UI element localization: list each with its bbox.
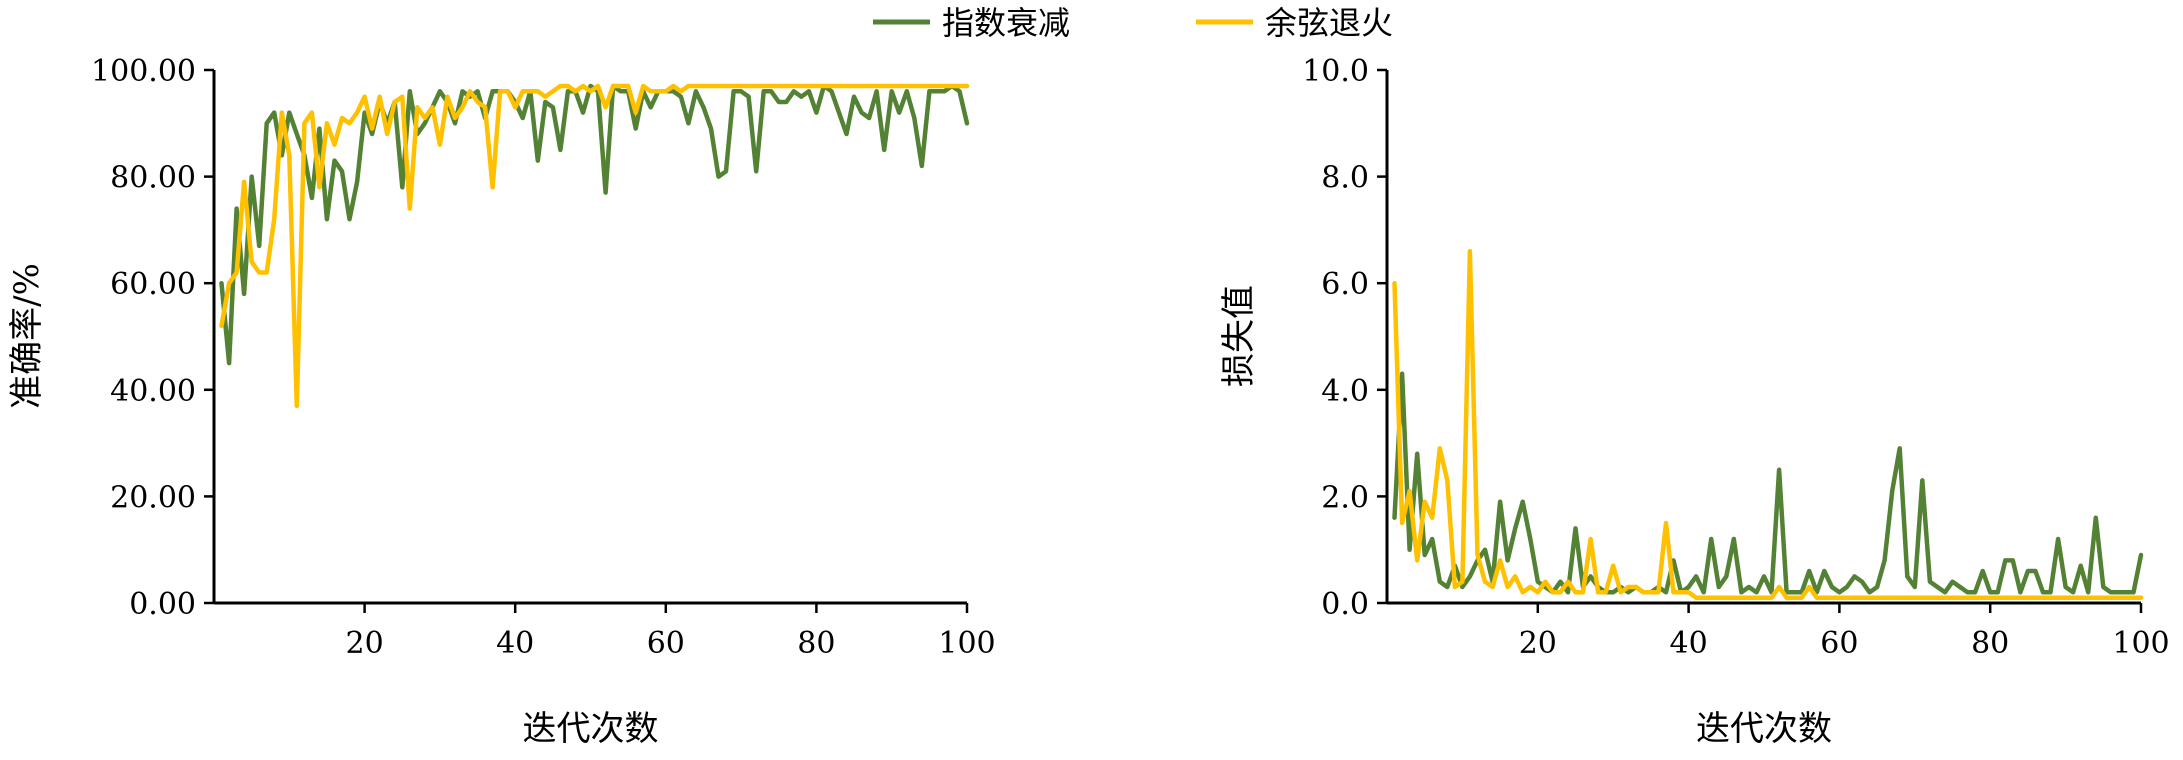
acc-series-line-exp-decay — [219, 83, 970, 366]
acc-xtick-label: 80 — [797, 626, 835, 661]
acc-xtick-label: 100 — [938, 626, 995, 661]
loss-y-axis-title: 损失值 — [1219, 285, 1259, 387]
acc-ytick-label: 0.00 — [129, 587, 196, 622]
loss-chart: 0.0 2.0 4.0 6.0 8.0 10.0 20 40 60 80 100 迭代次数 损失值 — [1219, 54, 2170, 749]
legend-label-exp: 指数衰减 — [942, 4, 1070, 42]
loss-xtick-label: 60 — [1820, 626, 1858, 661]
loss-ytick-label: 8.0 — [1321, 161, 1369, 196]
acc-ytick-label: 80.00 — [110, 161, 196, 196]
loss-ytick-label: 10.0 — [1302, 54, 1369, 89]
loss-ytick-label: 2.0 — [1321, 480, 1369, 515]
acc-ytick-label: 60.00 — [110, 267, 196, 302]
acc-y-axis-title: 准确率/% — [7, 263, 47, 409]
loss-xtick-label: 100 — [2112, 626, 2169, 661]
acc-ytick-label: 100.00 — [91, 54, 196, 89]
loss-ytick-label: 4.0 — [1321, 374, 1369, 409]
legend: 指数衰减 余弦退火 — [873, 4, 1393, 42]
loss-ytick-label: 6.0 — [1321, 267, 1369, 302]
acc-xtick-label: 20 — [346, 626, 384, 661]
acc-xtick-label: 60 — [647, 626, 685, 661]
loss-x-axis-title: 迭代次数 — [1696, 709, 1832, 749]
acc-ytick-label: 40.00 — [110, 374, 196, 409]
loss-xtick-label: 80 — [1971, 626, 2009, 661]
acc-ytick-label: 20.00 — [110, 480, 196, 515]
loss-xtick-label: 20 — [1519, 626, 1557, 661]
acc-series-line-cosine-annealing — [219, 83, 970, 409]
acc-x-axis-title: 迭代次数 — [523, 709, 659, 749]
loss-series-line-exp-decay — [1392, 371, 2144, 595]
loss-xtick-label: 40 — [1670, 626, 1708, 661]
loss-ytick-label: 0.0 — [1321, 587, 1369, 622]
acc-xtick-label: 40 — [496, 626, 534, 661]
legend-label-cos: 余弦退火 — [1265, 4, 1393, 42]
accuracy-chart: 0.00 20.00 40.00 60.00 80.00 100.00 20 40 60 80 10… — [7, 54, 996, 749]
loss-series-line-cosine-annealing — [1392, 248, 2144, 600]
